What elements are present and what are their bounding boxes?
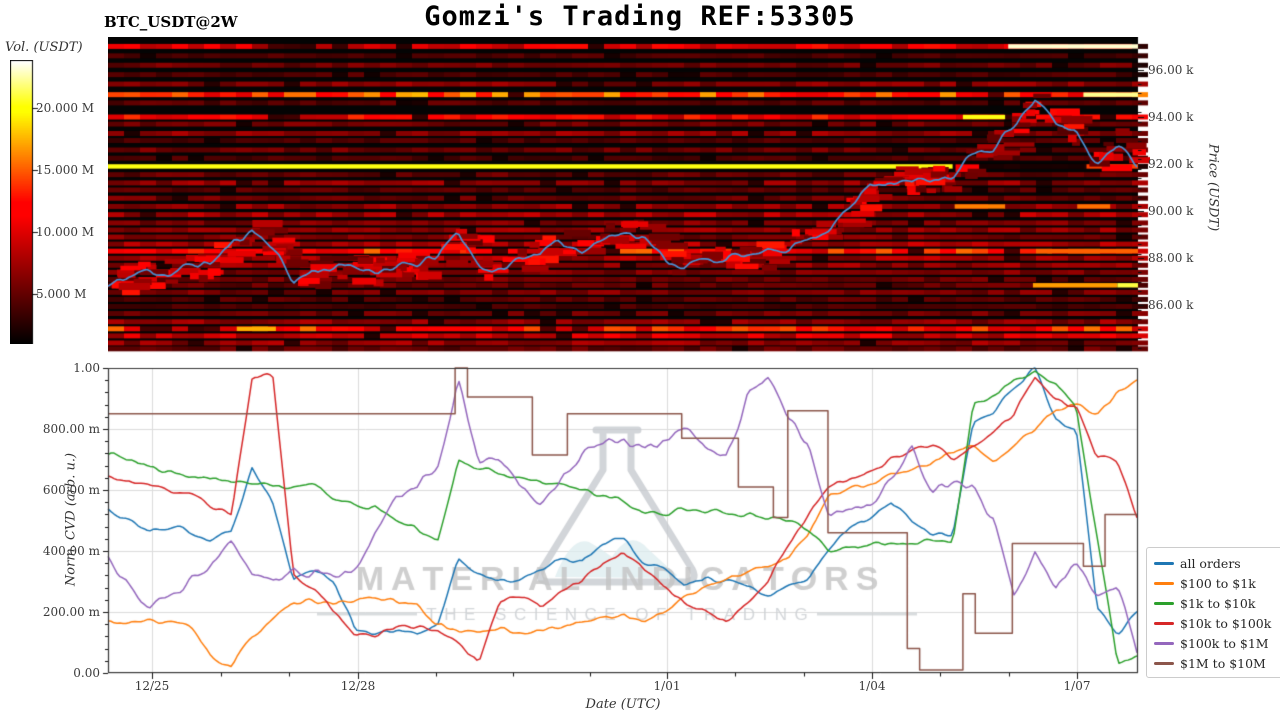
legend-swatch xyxy=(1154,601,1174,605)
cvd-tick-label: 0.00 xyxy=(73,666,100,680)
cvd-tick-label: 1.00 xyxy=(73,361,100,375)
legend: all orders $100 to $1k $1k to $10k $10k … xyxy=(1146,547,1280,678)
legend-item: $100k to $1M xyxy=(1154,633,1280,653)
legend-item: $1k to $10k xyxy=(1154,593,1280,613)
cvd-tick-label: 400.00 m xyxy=(42,544,100,558)
legend-item-label: $1k to $10k xyxy=(1180,595,1256,611)
price-axis-label: Price (USDT) xyxy=(1205,143,1221,232)
colorbar-tick-label: 5.000 M xyxy=(36,287,87,301)
cvd-y-axis-label: Norm. CVD (arb. u.) xyxy=(63,452,79,587)
price-tick-label: 90.00 k xyxy=(1148,204,1194,218)
price-tick-label: 86.00 k xyxy=(1148,298,1194,312)
legend-item-label: all orders xyxy=(1180,555,1241,571)
legend-item: $100 to $1k xyxy=(1154,573,1280,593)
legend-item-label: $100k to $1M xyxy=(1180,635,1269,651)
cvd-tick-label: 200.00 m xyxy=(42,605,100,619)
legend-item-label: $100 to $1k xyxy=(1180,575,1256,591)
symbol-label: BTC_USDT@2W xyxy=(104,13,238,31)
legend-item-label: $10k to $100k xyxy=(1180,615,1272,631)
legend-item: $1M to $10M xyxy=(1154,653,1280,673)
colorbar-tick-label: 10.000 M xyxy=(36,225,95,239)
page-title: Gomzi's Trading REF:53305 xyxy=(424,1,856,32)
legend-swatch xyxy=(1154,561,1174,565)
price-tick-label: 96.00 k xyxy=(1148,63,1194,77)
colorbar-tick-label: 15.000 M xyxy=(36,163,95,177)
cvd-tick-label: 800.00 m xyxy=(42,422,100,436)
price-tick-label: 88.00 k xyxy=(1148,251,1194,265)
cvd-tick-label: 600.00 m xyxy=(42,483,100,497)
date-tick-label: 12/25 xyxy=(134,679,170,693)
legend-item: all orders xyxy=(1154,553,1280,573)
legend-item: $10k to $100k xyxy=(1154,613,1280,633)
legend-item-label: $1M to $10M xyxy=(1180,655,1266,671)
date-axis-label: Date (UTC) xyxy=(585,697,661,712)
date-tick-label: 1/01 xyxy=(653,679,681,693)
legend-swatch xyxy=(1154,581,1174,585)
date-tick-label: 12/28 xyxy=(340,679,376,693)
legend-swatch xyxy=(1154,621,1174,625)
legend-swatch xyxy=(1154,641,1174,645)
colorbar-tick-label: 20.000 M xyxy=(36,101,95,115)
cvd-chart-canvas xyxy=(98,363,1158,693)
price-heatmap-canvas xyxy=(108,37,1150,355)
colorbar-title: Vol. (USDT) xyxy=(5,40,83,55)
price-tick-label: 94.00 k xyxy=(1148,110,1194,124)
legend-swatch xyxy=(1154,661,1174,665)
date-tick-label: 1/07 xyxy=(1063,679,1091,693)
price-tick-label: 92.00 k xyxy=(1148,157,1194,171)
date-tick-label: 1/04 xyxy=(858,679,886,693)
colorbar-canvas xyxy=(10,60,40,344)
